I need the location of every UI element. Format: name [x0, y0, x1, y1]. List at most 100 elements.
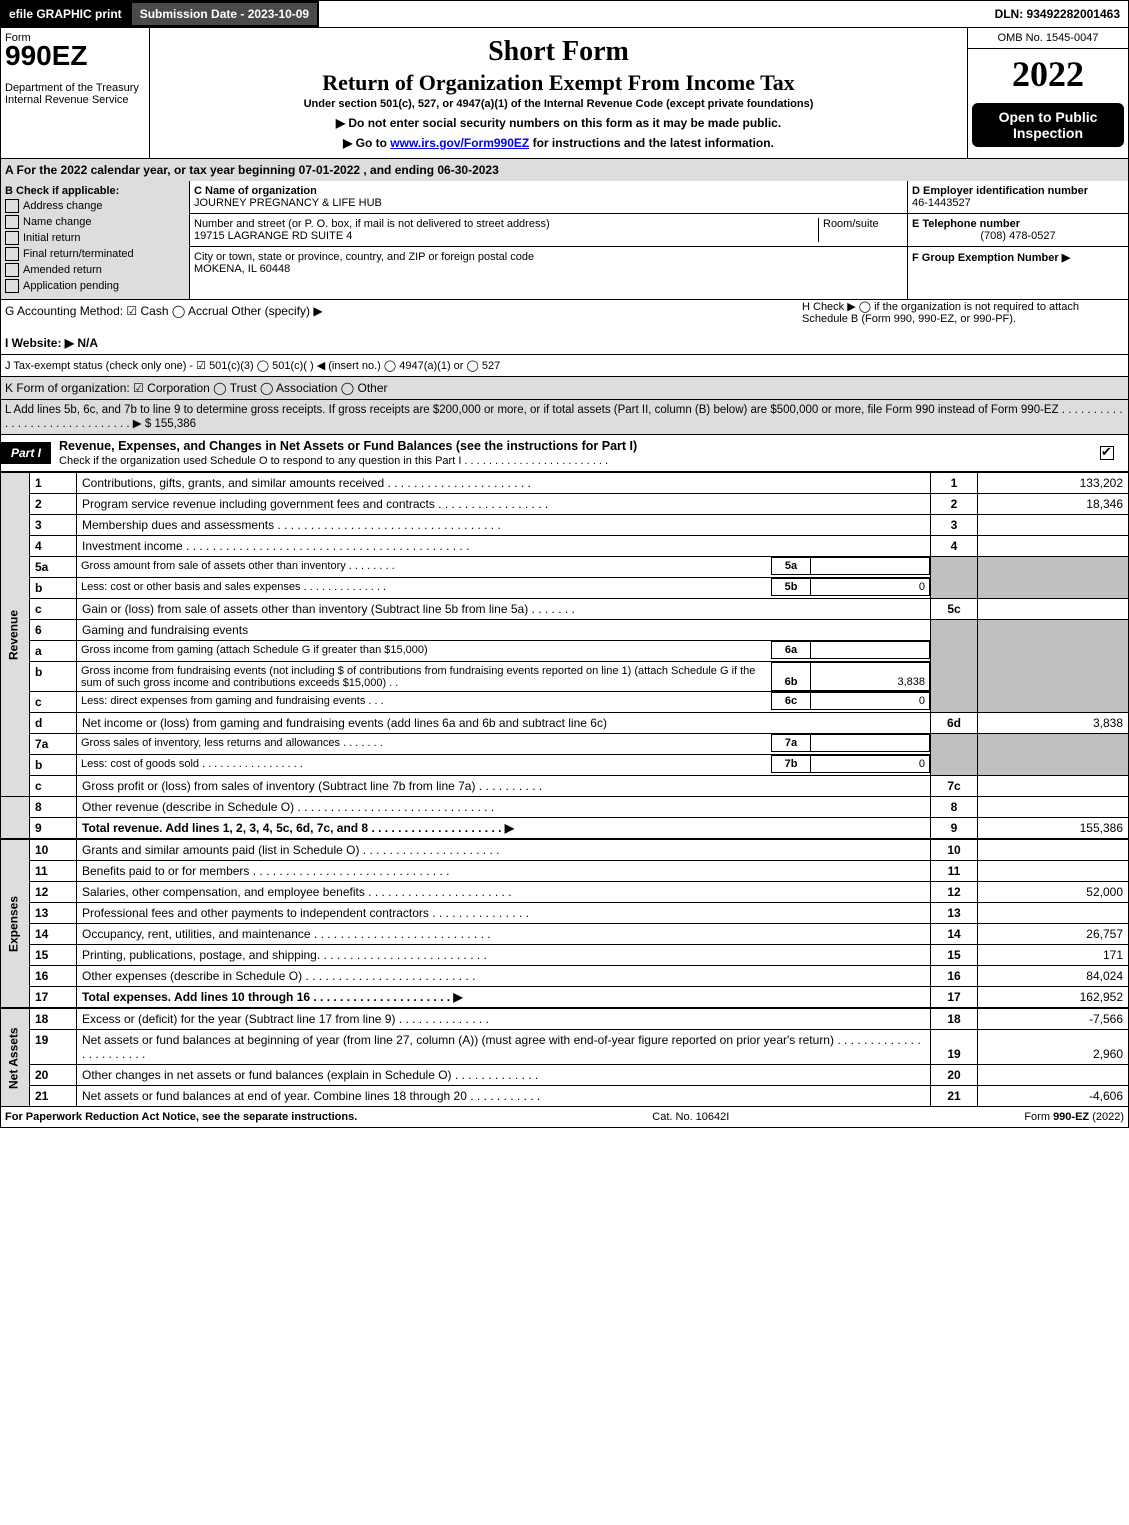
section-ghi: G Accounting Method: ☑ Cash ◯ Accrual Ot…	[0, 300, 1129, 355]
line-6a-desc: Gross income from gaming (attach Schedul…	[77, 642, 772, 659]
irs-link[interactable]: www.irs.gov/Form990EZ	[390, 136, 529, 150]
line-7a-sub: 7a	[772, 735, 811, 752]
line-10-box: 10	[931, 840, 978, 861]
section-c-city: City or town, state or province, country…	[190, 247, 907, 279]
submission-date: Submission Date - 2023-10-09	[130, 1, 319, 27]
page-footer: For Paperwork Reduction Act Notice, see …	[0, 1107, 1129, 1128]
part-i-checkbox[interactable]	[1090, 442, 1128, 465]
line-6c-subamt: 0	[811, 693, 930, 710]
expenses-vert-label: Expenses	[1, 840, 30, 1008]
chk-initial-return[interactable]: Initial return	[5, 231, 185, 245]
short-form-title: Short Form	[158, 36, 959, 68]
line-1-desc: Contributions, gifts, grants, and simila…	[77, 473, 931, 494]
line-6b-sub: 6b	[772, 663, 811, 691]
line-17-desc: Total expenses. Add lines 10 through 16 …	[77, 987, 931, 1008]
chk-address-change[interactable]: Address change	[5, 199, 185, 213]
footer-left: For Paperwork Reduction Act Notice, see …	[5, 1111, 357, 1123]
section-f-label: F Group Exemption Number ▶	[912, 252, 1070, 264]
section-l-amount: 155,386	[154, 418, 196, 430]
line-7ab-greybox	[931, 734, 978, 776]
line-6-desc: Gaming and fundraising events	[77, 620, 931, 641]
line-18-box: 18	[931, 1009, 978, 1030]
line-19-box: 19	[931, 1030, 978, 1065]
line-6a-num: a	[30, 641, 77, 662]
top-bar: efile GRAPHIC print Submission Date - 20…	[0, 0, 1129, 28]
line-5ab-greyamt	[978, 557, 1129, 599]
line-7ab-greyamt	[978, 734, 1129, 776]
line-18-num: 18	[30, 1009, 77, 1030]
section-c-address: Number and street (or P. O. box, if mail…	[190, 214, 907, 247]
chk-initial-return-label: Initial return	[23, 232, 80, 244]
line-6b-subamt: 3,838	[811, 663, 930, 691]
line-17-num: 17	[30, 987, 77, 1008]
line-11-box: 11	[931, 861, 978, 882]
line-16-amt: 84,024	[978, 966, 1129, 987]
line-21-box: 21	[931, 1086, 978, 1107]
chk-amended-return-label: Amended return	[23, 264, 102, 276]
line-17-desc-text: Total expenses. Add lines 10 through 16 …	[82, 990, 463, 1004]
expenses-table: Expenses 10 Grants and similar amounts p…	[0, 839, 1129, 1008]
line-16-num: 16	[30, 966, 77, 987]
revenue-table: Revenue 1 Contributions, gifts, grants, …	[0, 472, 1129, 839]
chk-name-change-label: Name change	[23, 216, 92, 228]
line-20-amt	[978, 1065, 1129, 1086]
section-k: K Form of organization: ☑ Corporation ◯ …	[0, 377, 1129, 400]
chk-amended-return[interactable]: Amended return	[5, 263, 185, 277]
line-6c-num: c	[30, 692, 77, 713]
chk-name-change[interactable]: Name change	[5, 215, 185, 229]
line-6b-desc: Gross income from fundraising events (no…	[77, 663, 772, 691]
line-10-num: 10	[30, 840, 77, 861]
footer-right: Form 990-EZ (2022)	[1024, 1111, 1124, 1123]
line-6-num: 6	[30, 620, 77, 641]
line-6d-box: 6d	[931, 713, 978, 734]
part-i-subtitle: Check if the organization used Schedule …	[59, 455, 608, 467]
identity-grid: B Check if applicable: Address change Na…	[0, 181, 1129, 300]
line-7a-desc: Gross sales of inventory, less returns a…	[77, 735, 772, 752]
line-4-desc: Investment income . . . . . . . . . . . …	[77, 536, 931, 557]
dln-label: DLN: 93492282001463	[987, 1, 1128, 27]
line-19-amt: 2,960	[978, 1030, 1129, 1065]
phone-value: (708) 478-0527	[912, 230, 1124, 242]
line-6d-num: d	[30, 713, 77, 734]
addr-value: 19715 LAGRANGE RD SUITE 4	[194, 230, 352, 242]
line-19-desc: Net assets or fund balances at beginning…	[77, 1030, 931, 1065]
chk-application-pending[interactable]: Application pending	[5, 279, 185, 293]
line-7a-subamt	[811, 735, 930, 752]
note-link: ▶ Go to www.irs.gov/Form990EZ for instru…	[158, 136, 959, 150]
city-value: MOKENA, IL 60448	[194, 263, 290, 275]
line-13-amt	[978, 903, 1129, 924]
line-5a-subamt	[811, 558, 930, 575]
note-ssn: ▶ Do not enter social security numbers o…	[158, 116, 959, 130]
line-10-desc: Grants and similar amounts paid (list in…	[77, 840, 931, 861]
form-number: 990EZ	[5, 40, 145, 72]
line-13-desc: Professional fees and other payments to …	[77, 903, 931, 924]
section-c-label: C Name of organization	[194, 185, 317, 197]
line-19-num: 19	[30, 1030, 77, 1065]
section-i: I Website: ▶ N/A	[5, 336, 1124, 350]
note2-pre: ▶ Go to	[343, 136, 390, 150]
line-5a-desc: Gross amount from sale of assets other t…	[77, 558, 772, 575]
form-header: Form 990EZ Department of the Treasury In…	[0, 28, 1129, 159]
line-21-desc: Net assets or fund balances at end of ye…	[77, 1086, 931, 1107]
section-l: L Add lines 5b, 6c, and 7b to line 9 to …	[0, 400, 1129, 435]
section-e: E Telephone number (708) 478-0527	[908, 214, 1128, 247]
section-e-label: E Telephone number	[912, 218, 1020, 230]
line-18-desc: Excess or (deficit) for the year (Subtra…	[77, 1009, 931, 1030]
line-6abc-greyamt	[978, 620, 1129, 713]
line-6c-sub: 6c	[772, 693, 811, 710]
section-b: B Check if applicable: Address change Na…	[1, 181, 190, 299]
section-def-col: D Employer identification number 46-1443…	[907, 181, 1128, 299]
line-6c-cell: Less: direct expenses from gaming and fu…	[77, 692, 931, 713]
line-16-box: 16	[931, 966, 978, 987]
line-20-desc: Other changes in net assets or fund bala…	[77, 1065, 931, 1086]
line-14-num: 14	[30, 924, 77, 945]
line-7b-desc: Less: cost of goods sold . . . . . . . .…	[77, 756, 772, 773]
chk-final-return[interactable]: Final return/terminated	[5, 247, 185, 261]
footer-mid: Cat. No. 10642I	[652, 1111, 729, 1123]
line-5c-box: 5c	[931, 599, 978, 620]
line-13-box: 13	[931, 903, 978, 924]
section-f: F Group Exemption Number ▶	[908, 247, 1128, 268]
subtitle: Under section 501(c), 527, or 4947(a)(1)…	[158, 98, 959, 110]
line-20-num: 20	[30, 1065, 77, 1086]
tax-year: 2022	[968, 49, 1128, 99]
